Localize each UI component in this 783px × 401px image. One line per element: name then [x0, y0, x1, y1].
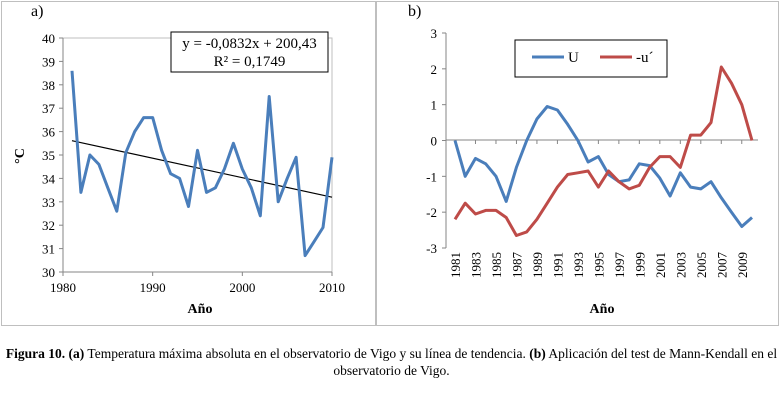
panel-b-x-tick-label: 1995 — [591, 252, 606, 278]
panel-a-y-tick-label: 37 — [42, 101, 56, 116]
panel-b-x-tick-label: 1983 — [468, 252, 483, 278]
trend-r2: R² = 0,1749 — [214, 54, 286, 70]
panel-b-frame — [376, 1, 779, 326]
panel-a-y-title: °C — [13, 148, 28, 164]
panel-b-y-tick-label: 3 — [431, 26, 438, 41]
panel-a-y-tick-label: 31 — [42, 242, 55, 257]
panel-a-y-tick-label: 32 — [42, 218, 55, 233]
panel-a-y-ticks: 30 31 32 33 34 35 36 37 38 39 40 — [42, 31, 63, 280]
panel-b-x-tick-label: 1989 — [530, 252, 545, 278]
panel-b-x-tick-label: 1991 — [550, 252, 565, 278]
panel-a-label: a) — [31, 3, 43, 20]
legend-label-u-prime: -u´ — [636, 50, 654, 66]
panel-b-x-tick-label: 2003 — [673, 252, 688, 278]
panel-b-x-tick-label: 1985 — [489, 252, 504, 278]
panel-a-y-tick-label: 30 — [42, 265, 55, 280]
panel-a-x-ticks: 1980 1990 2000 2010 — [50, 272, 345, 295]
panel-b-y-tick-label: 2 — [431, 62, 438, 77]
caption-a-text: Temperatura máxima absoluta en el observ… — [84, 346, 530, 361]
panel-b-label: b) — [408, 3, 421, 20]
panel-b-x-tick-label: 2007 — [714, 252, 729, 279]
panel-a-x-tick-label: 2000 — [229, 280, 255, 295]
panel-b-x-tick-label: 2009 — [735, 252, 750, 278]
caption-b-text: Aplicación del test de Mann-Kendall en e… — [333, 346, 778, 378]
panel-b-y-tick-label: -2 — [426, 205, 437, 220]
panel-a-y-tick-label: 34 — [42, 171, 56, 186]
panel-b-x-tick-label: 1993 — [571, 252, 586, 278]
series-line-temperature — [70, 70, 334, 258]
panel-b-y-ticks: -3 -2 -1 0 1 2 3 — [426, 26, 446, 256]
panel-a-y-tick-label: 36 — [42, 125, 56, 140]
panel-a: a) 30 31 32 33 34 35 36 37 38 39 40 1980 1990 2000 20… — [13, 3, 345, 317]
panel-b-y-tick-label: -1 — [426, 169, 437, 184]
panel-a-y-tick-label: 40 — [42, 31, 55, 46]
caption-b-label: (b) — [529, 346, 546, 361]
caption-fig-label: Figura 10. — [5, 346, 66, 361]
panel-a-y-tick-label: 38 — [42, 78, 55, 93]
panel-b-x-tick-label: 1997 — [612, 252, 627, 279]
panel-a-y-tick-label: 35 — [42, 148, 55, 163]
panel-b-x-tick-label: 2005 — [694, 252, 709, 278]
caption-a-label: (a) — [68, 346, 85, 361]
panel-a-y-tick-label: 39 — [42, 54, 55, 69]
trend-equation: y = -0,0832x + 200,43 — [182, 36, 316, 52]
panel-b-x-tick-label: 1987 — [509, 252, 524, 279]
panel-a-x-tick-label: 2010 — [319, 280, 345, 295]
panel-a-frame — [1, 1, 376, 326]
panel-b-x-title: Año — [590, 302, 615, 317]
panel-b-x-tick-label: 2001 — [653, 252, 668, 278]
series-line-U — [453, 105, 753, 228]
equation-box — [170, 31, 329, 73]
panel-a-y-tick-label: 33 — [42, 195, 55, 210]
series-line-u-prime — [453, 65, 754, 237]
panel-b-x-ticks: 1981 1983 1985 1987 1989 1991 1993 1995 1997 1999… — [448, 140, 750, 278]
panel-b-x-tick-label: 1999 — [632, 252, 647, 278]
panel-b-y-tick-label: -3 — [426, 241, 437, 256]
figure-caption: Figura 10. (a) Temperatura máxima absolu… — [0, 345, 783, 379]
panel-b-y-tick-label: 0 — [431, 134, 438, 149]
panel-b-x-tick-label: 1981 — [448, 252, 463, 278]
panel-a-x-title: Año — [188, 302, 213, 317]
panel-b-y-tick-label: 1 — [431, 98, 438, 113]
legend-label-U: U — [568, 50, 579, 66]
panel-a-x-tick-label: 1990 — [140, 280, 166, 295]
panel-a-x-tick-label: 1980 — [50, 280, 76, 295]
